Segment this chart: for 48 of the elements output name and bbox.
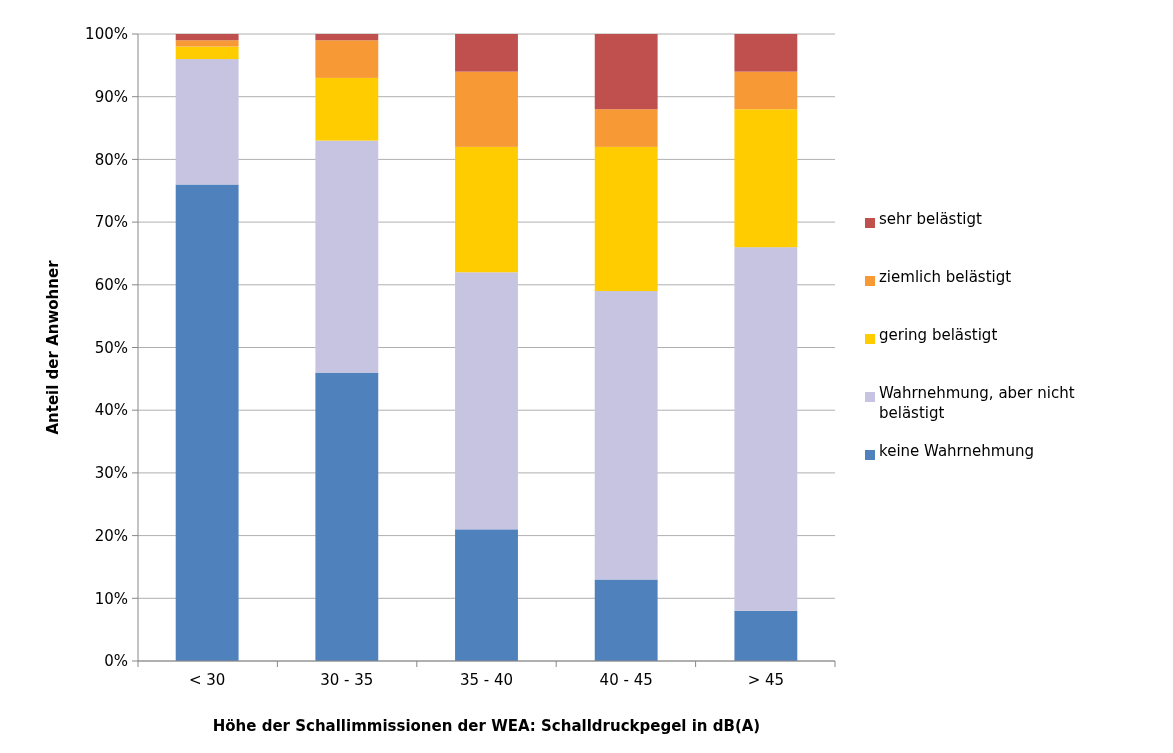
- x-axis-title: Höhe der Schallimmissionen der WEA: Schalldruckpegel in dB(A): [212, 717, 761, 735]
- bar: [175, 46, 239, 60]
- y-tick-label: 100%: [85, 25, 128, 44]
- bar: [594, 291, 658, 580]
- bar: [455, 34, 518, 72]
- bar: [734, 247, 798, 611]
- bar: [455, 529, 518, 661]
- legend-label: keine Wahrnehmung: [879, 442, 1034, 460]
- bar: [175, 59, 239, 185]
- bar: [315, 34, 379, 41]
- legend-label: Wahrnehmung, aber nicht belästigt: [879, 384, 1075, 423]
- y-tick-label: 20%: [94, 526, 128, 545]
- bar: [315, 40, 379, 78]
- y-tick-label: 0%: [104, 652, 128, 671]
- bar: [175, 34, 239, 41]
- bar: [315, 140, 379, 373]
- bar: [594, 109, 658, 147]
- bar: [315, 372, 379, 661]
- x-tick-label: 30 - 35: [320, 671, 374, 689]
- y-tick-label: 60%: [94, 276, 128, 295]
- bar: [455, 272, 518, 530]
- y-tick-label: 80%: [94, 150, 128, 169]
- bar: [315, 77, 379, 141]
- bar: [594, 579, 658, 661]
- bar: [734, 34, 798, 72]
- y-tick-label: 50%: [94, 338, 128, 357]
- x-tick-label: 40 - 45: [599, 671, 653, 689]
- y-tick-label: 70%: [94, 213, 128, 232]
- y-tick-label: 40%: [94, 401, 128, 420]
- bar: [734, 610, 798, 661]
- bar: [175, 40, 239, 47]
- bar: [734, 109, 798, 248]
- x-tick-label: < 30: [188, 671, 226, 689]
- legend-label: ziemlich belästigt: [879, 268, 1012, 286]
- bar: [594, 146, 658, 292]
- legend-label: sehr belästigt: [879, 210, 982, 228]
- x-tick-label: > 45: [747, 671, 785, 689]
- bar: [734, 71, 798, 110]
- bar: [455, 71, 518, 147]
- bar: [175, 184, 239, 661]
- y-axis-title: Anteil der Anwohner: [44, 259, 62, 435]
- bar: [455, 146, 518, 273]
- bar: [594, 34, 658, 110]
- x-tick-label: 35 - 40: [459, 671, 514, 689]
- y-tick-label: 30%: [94, 464, 128, 483]
- y-tick-label: 90%: [94, 87, 128, 106]
- legend-label: gering belästigt: [879, 326, 998, 344]
- y-tick-label: 10%: [94, 589, 128, 608]
